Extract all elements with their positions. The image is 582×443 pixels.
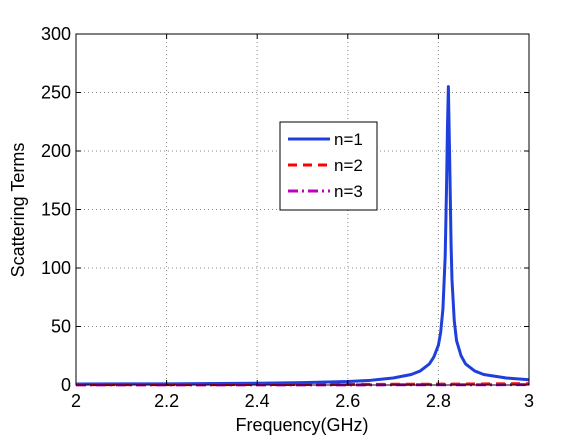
- x-tick-label: 2.8: [426, 391, 451, 411]
- x-tick-label: 2.4: [245, 391, 270, 411]
- x-tick-label: 2.2: [154, 391, 179, 411]
- x-tick-label: 2: [71, 391, 81, 411]
- y-tick-label: 50: [51, 317, 71, 337]
- y-tick-label: 100: [41, 258, 71, 278]
- legend-label-2: n=2: [334, 156, 363, 175]
- y-tick-label: 250: [41, 83, 71, 103]
- legend: n=1 n=2 n=3: [280, 122, 377, 210]
- y-tick-label: 300: [41, 24, 71, 44]
- legend-label-1: n=1: [334, 130, 363, 149]
- y-tick-label: 0: [61, 375, 71, 395]
- legend-label-3: n=3: [334, 182, 363, 201]
- y-tick-label: 150: [41, 200, 71, 220]
- y-tick-label: 200: [41, 141, 71, 161]
- y-axis-title: Scattering Terms: [8, 143, 28, 278]
- x-tick-label: 2.6: [335, 391, 360, 411]
- x-axis-title: Frequency(GHz): [235, 415, 368, 435]
- x-tick-label: 3: [524, 391, 534, 411]
